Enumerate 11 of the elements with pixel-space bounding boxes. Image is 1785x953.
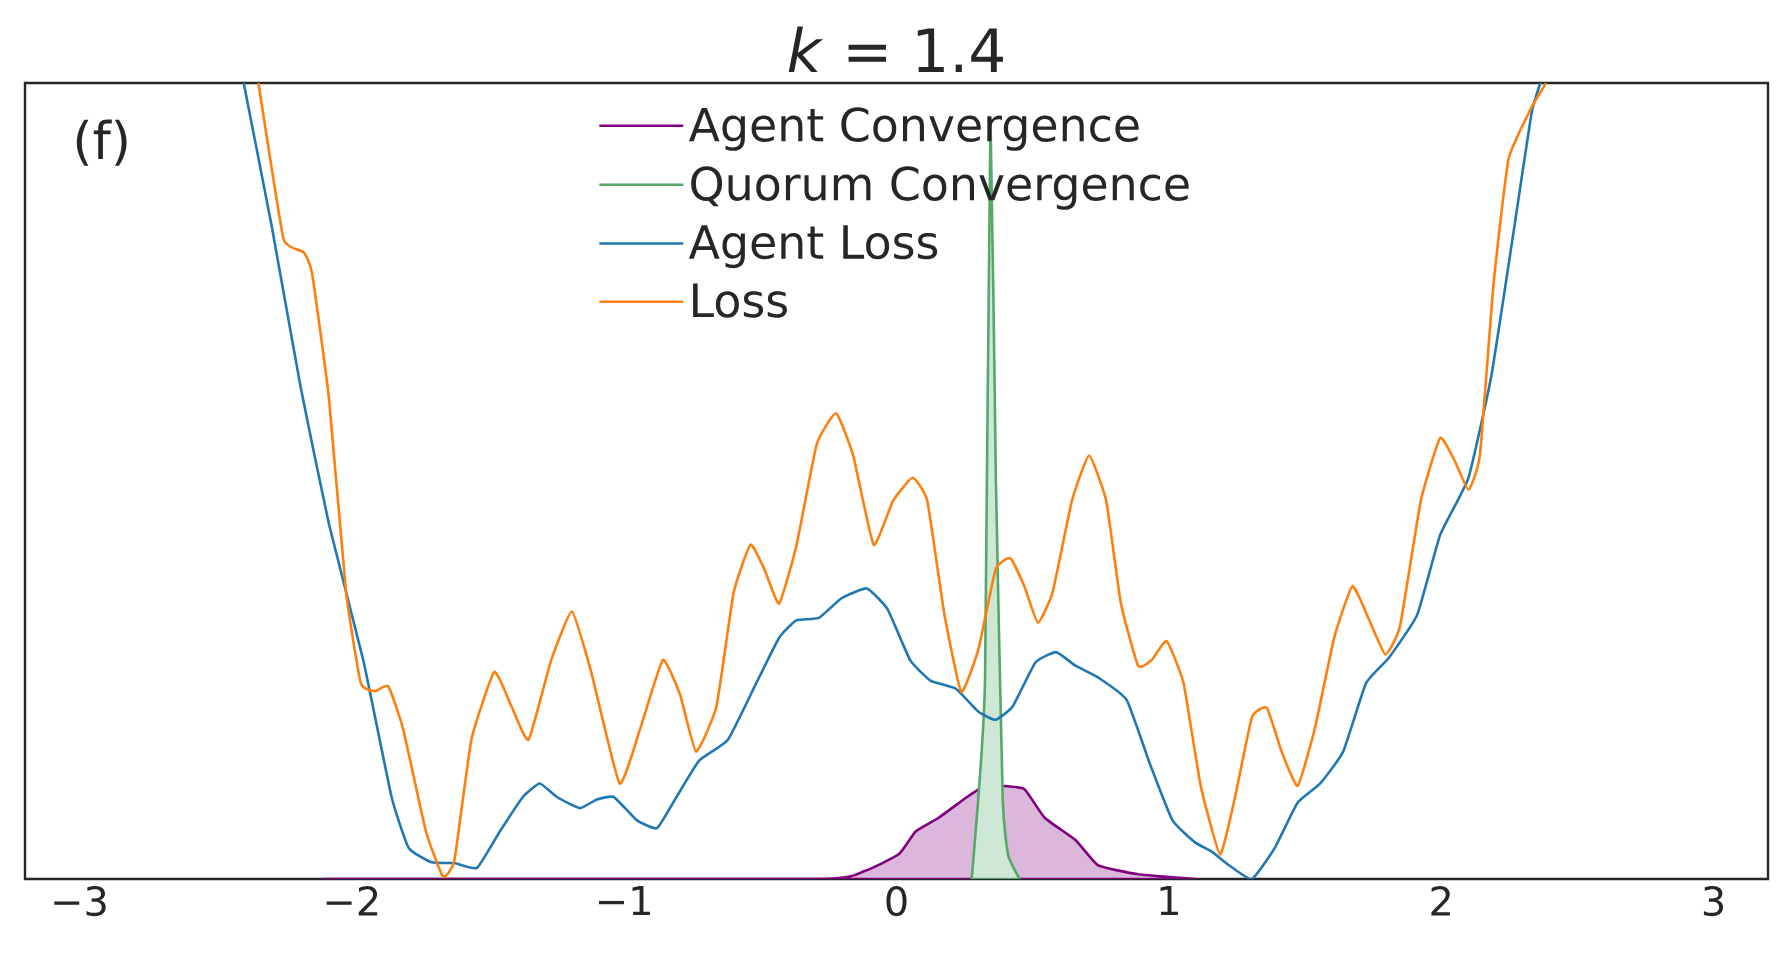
chart-title: k = 1.4 bbox=[788, 26, 1003, 72]
x-tick-label: 1 bbox=[1160, 886, 1178, 916]
x-tick-label: −2 bbox=[326, 886, 378, 916]
x-tick-label: 3 bbox=[1703, 886, 1724, 917]
x-tick-label: −1 bbox=[599, 886, 650, 916]
x-tick-label: 0 bbox=[886, 886, 907, 917]
annotation: (f) bbox=[76, 119, 127, 166]
legend-label: Agent Loss bbox=[688, 225, 938, 269]
x-tick-label: 2 bbox=[1431, 886, 1450, 916]
legend-label: Loss bbox=[693, 283, 787, 318]
x-tick-label: −3 bbox=[54, 886, 106, 917]
